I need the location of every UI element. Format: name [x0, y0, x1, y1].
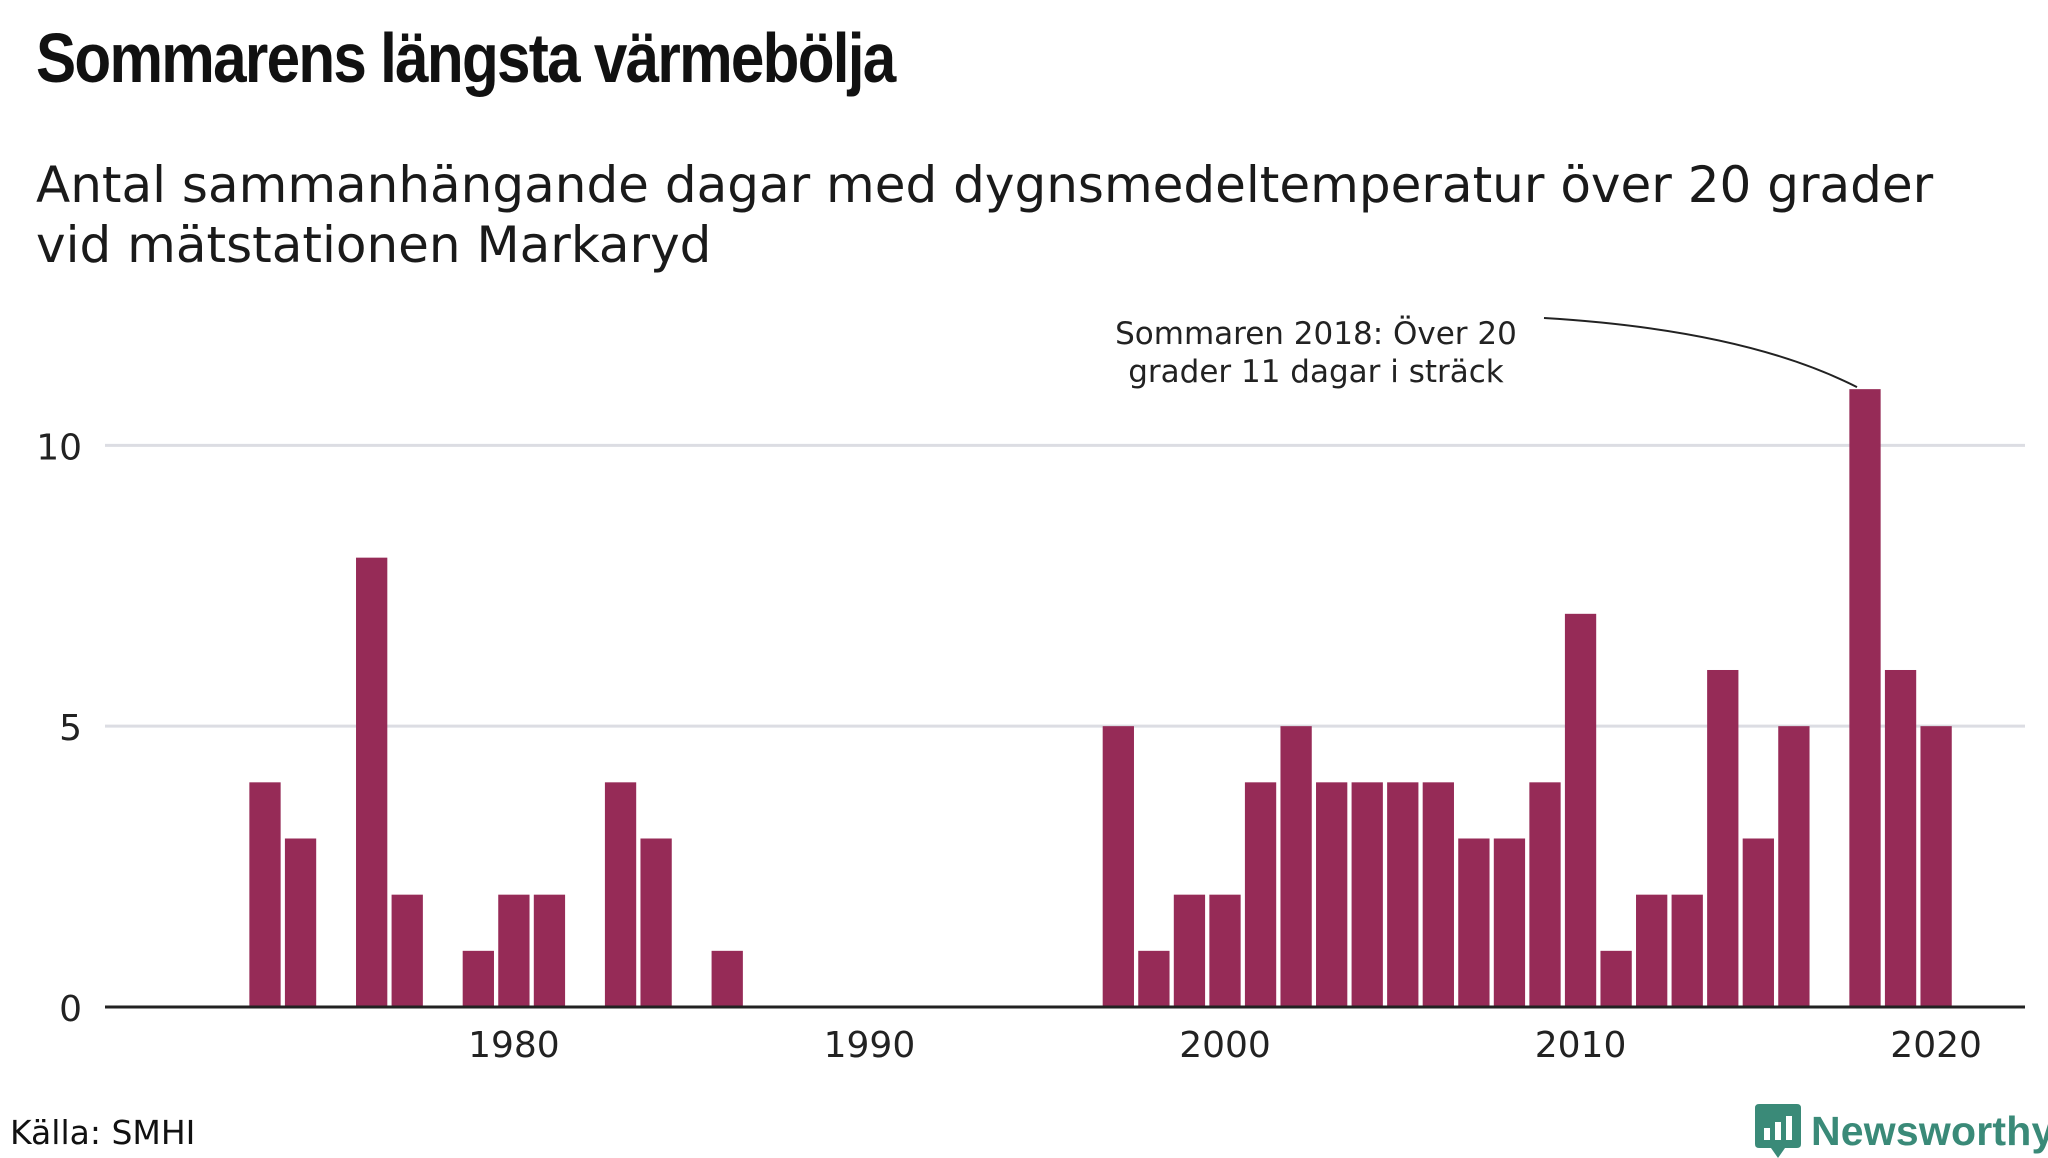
bar	[284, 838, 317, 1007]
bar	[1102, 726, 1134, 1007]
newsworthy-logo-icon	[1755, 1104, 1801, 1158]
bar	[1209, 894, 1241, 1007]
bar	[1742, 838, 1774, 1007]
annotation-connector	[1543, 317, 1858, 389]
bar	[1387, 782, 1419, 1007]
bar	[1458, 838, 1490, 1007]
bar	[1600, 950, 1632, 1007]
brand-name: Newsworthy	[1811, 1107, 2048, 1154]
bar	[1493, 838, 1526, 1007]
y-tick-label: 0	[59, 989, 82, 1030]
bar	[1529, 782, 1561, 1007]
bar	[604, 782, 637, 1007]
bar	[1422, 782, 1454, 1007]
bar	[1138, 950, 1170, 1007]
newsworthy-logo: Newsworthy	[1755, 1104, 2048, 1158]
bar	[1351, 782, 1383, 1007]
bar-chart: 0 5 10 1980 1990 2000 2010 2020 Sommaren 2018: Ö…	[36, 315, 2025, 1066]
bar	[1244, 782, 1277, 1007]
bar	[249, 782, 281, 1007]
source-label: Källa: SMHI	[10, 1113, 196, 1152]
bar	[1564, 613, 1597, 1007]
x-tick-label: 2010	[1535, 1025, 1627, 1066]
bar	[462, 950, 494, 1007]
y-tick-label: 5	[59, 708, 82, 749]
x-tick-label: 2000	[1179, 1025, 1271, 1066]
x-tick-label: 2020	[1890, 1025, 1982, 1066]
bar	[1707, 669, 1739, 1007]
chart-subtitle: Antal sammanhängande dagar med dygnsmede…	[36, 155, 2026, 275]
bar	[1636, 894, 1668, 1007]
bar	[498, 894, 530, 1007]
bar	[1778, 726, 1810, 1007]
annotation-text-line: Sommaren 2018: Över 20	[1115, 315, 1517, 352]
bar	[533, 894, 566, 1007]
chart-title: Sommarens längsta värmebölja	[36, 19, 896, 97]
bar	[1920, 726, 1952, 1007]
bar	[711, 950, 743, 1007]
bar	[640, 838, 672, 1007]
bar	[1280, 726, 1312, 1007]
subtitle-line-1: Antal sammanhängande dagar med dygnsmede…	[36, 156, 1934, 214]
bar	[1671, 894, 1703, 1007]
x-tick-label: 1980	[468, 1025, 560, 1066]
subtitle-line-2: vid mätstationen Markaryd	[36, 216, 712, 274]
bar	[1173, 894, 1206, 1007]
bar	[1316, 782, 1348, 1007]
bar	[1849, 389, 1881, 1008]
y-tick-label: 10	[36, 427, 82, 468]
annotation-text-line: grader 11 dagar i sträck	[1128, 354, 1504, 390]
bar	[356, 557, 388, 1007]
bar	[391, 894, 423, 1007]
bar	[1884, 669, 1917, 1007]
x-tick-label: 1990	[824, 1025, 916, 1066]
